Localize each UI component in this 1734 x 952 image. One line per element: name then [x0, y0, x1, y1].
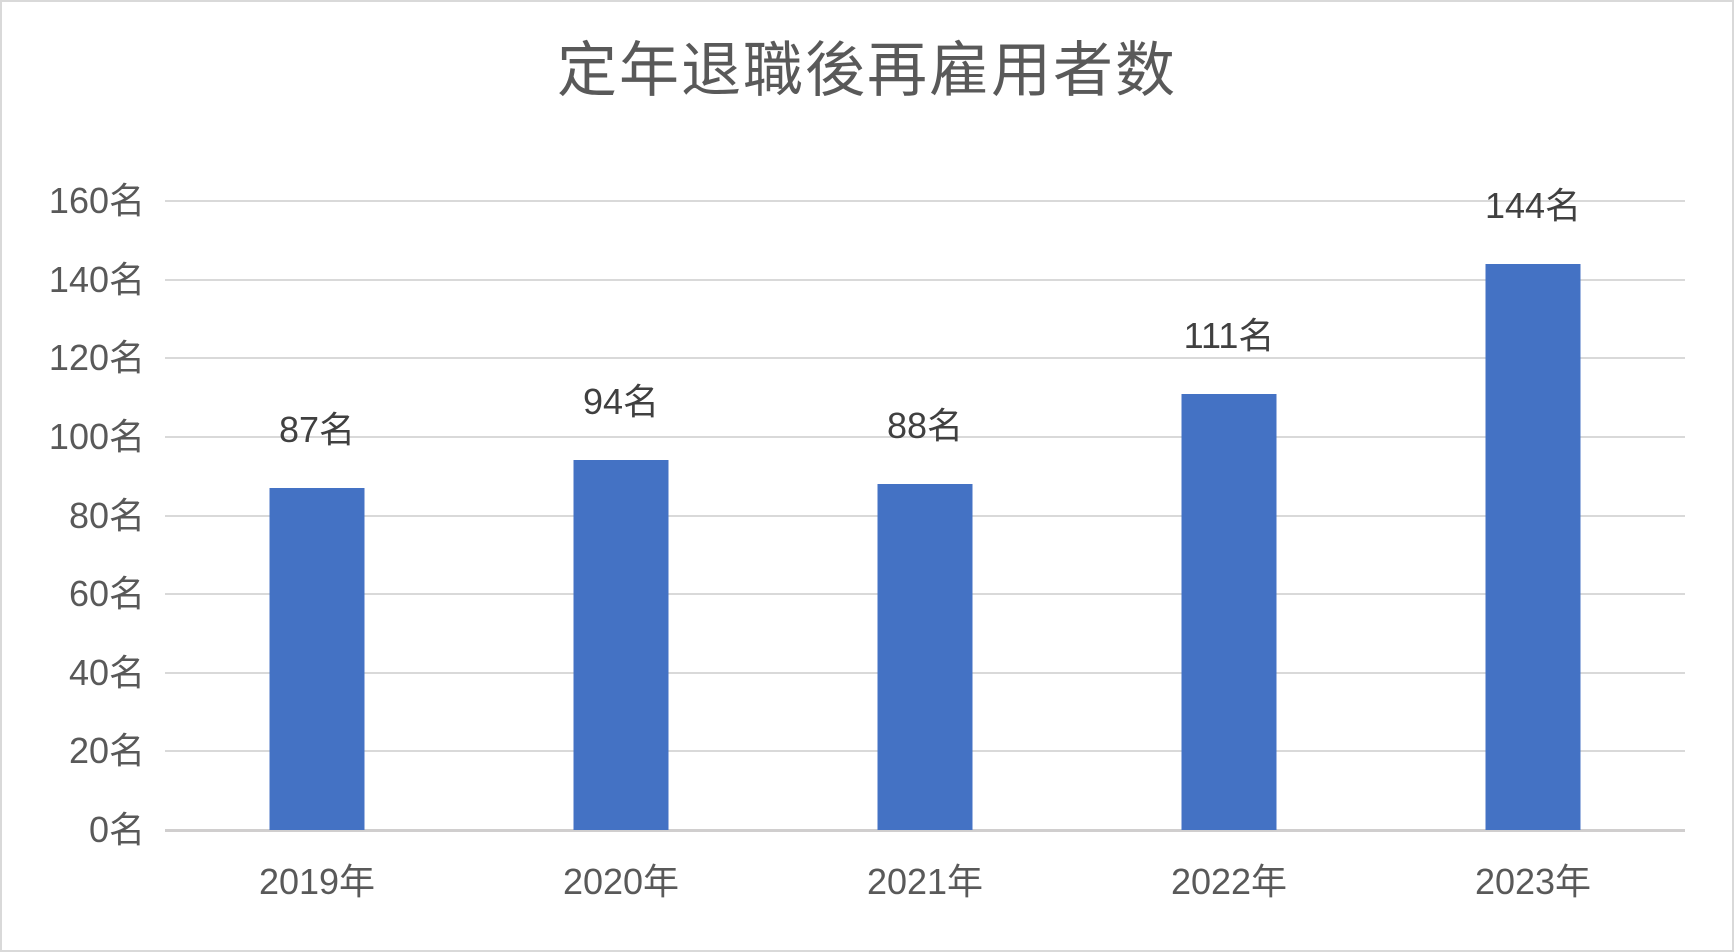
y-axis-tick-label: 0名	[88, 809, 145, 850]
gridline	[165, 200, 1685, 202]
bar-slot: 94名	[469, 201, 773, 830]
bar-value-label: 111名	[1183, 314, 1275, 356]
x-axis-label: 2022年	[1170, 861, 1288, 902]
bar-3	[877, 484, 973, 830]
y-axis-tick-label: 40名	[68, 651, 145, 693]
x-axis-label: 2019年	[258, 861, 376, 902]
gridline	[165, 278, 1685, 281]
bar-value-label: 88名	[886, 405, 964, 447]
bar-1	[269, 487, 365, 830]
plot-area: 87名 94名 88名 111名 144名	[165, 185, 1685, 832]
x-axis-label: 2023年	[1474, 861, 1592, 902]
bar-value-label: 87名	[278, 408, 356, 450]
bar-value-label: 144名	[1484, 184, 1582, 226]
bar-slot: 88名	[773, 201, 1077, 830]
bar-2	[573, 460, 669, 830]
gridline	[165, 435, 1685, 438]
y-axis-tick-label: 80名	[68, 494, 145, 536]
y-axis-tick-label: 120名	[48, 337, 145, 379]
chart-title: 定年退職後再雇用者数	[557, 37, 1177, 104]
bar-slot: 87名	[165, 201, 469, 830]
x-axis-label: 2021年	[866, 861, 984, 902]
bar-slot: 144名	[1381, 185, 1685, 830]
bar-slot: 111名	[1077, 201, 1381, 830]
bar-value-label: 94名	[582, 381, 660, 423]
y-axis-tick-label: 160名	[48, 180, 145, 221]
x-axis-line	[165, 828, 1685, 832]
y-axis-tick-label: 140名	[48, 258, 145, 300]
y-axis-tick-label: 20名	[68, 730, 145, 772]
bar-4	[1181, 393, 1277, 830]
y-axis-tick-label: 100名	[48, 415, 145, 457]
x-axis-label: 2020年	[562, 861, 680, 902]
gridline	[165, 357, 1685, 360]
bar-5	[1485, 263, 1581, 830]
y-axis-tick-label: 60名	[68, 573, 145, 615]
